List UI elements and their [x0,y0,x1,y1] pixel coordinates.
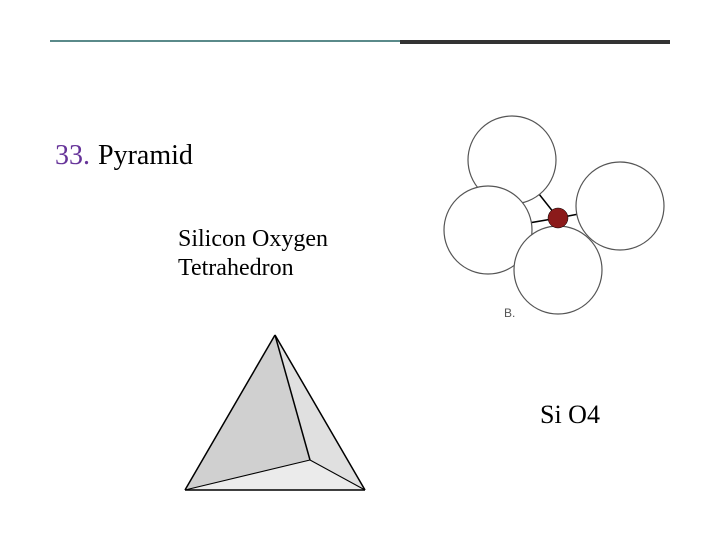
heading-number: 33. [55,140,90,172]
heading-text: Pyramid [98,140,193,172]
border-dark-line [400,40,670,44]
subheading: Silicon Oxygen Tetrahedron [178,225,328,283]
oxygen-atom [576,162,664,250]
silicon-atom [548,208,568,228]
pyramid-front-face [185,335,365,490]
pyramid-diagram [170,330,380,510]
subheading-line2: Tetrahedron [178,254,328,283]
slide-border [50,40,670,44]
molecule-diagram [430,110,680,320]
subheading-line1: Silicon Oxygen [178,225,328,254]
chemical-formula: Si O4 [540,400,600,430]
oxygen-atom [514,226,602,314]
